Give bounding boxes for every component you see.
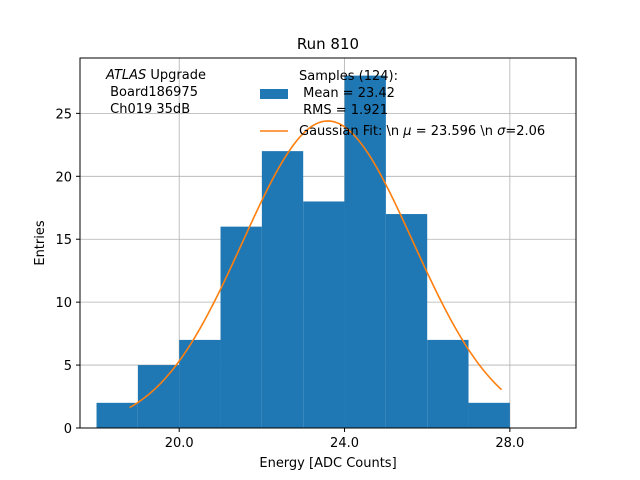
y-tick-label: 25 bbox=[55, 107, 72, 122]
legend-fit-prefix: Gaussian Fit: \n bbox=[299, 124, 403, 139]
y-tick-label: 10 bbox=[55, 296, 72, 311]
annotation-atlas: ATLAS bbox=[105, 68, 146, 83]
histogram-bar bbox=[344, 75, 386, 428]
legend-fit-suffix: =2.06 bbox=[505, 124, 545, 139]
legend: Samples (124): Mean = 23.42 RMS = 1.921 … bbox=[260, 69, 545, 139]
legend-fit-label: Gaussian Fit: \n μ = 23.596 \n σ=2.06 bbox=[299, 124, 545, 139]
legend-fit-sigma: σ bbox=[497, 124, 506, 139]
chart-title: Run 810 bbox=[297, 35, 359, 53]
legend-fit-mid: = 23.596 \n bbox=[412, 124, 498, 139]
histogram-bar bbox=[137, 365, 180, 428]
histogram-bars bbox=[96, 75, 510, 428]
histogram-bar bbox=[179, 339, 221, 428]
y-tick-label: 20 bbox=[55, 170, 72, 185]
legend-hist-swatch bbox=[260, 89, 288, 99]
y-axis-ticks: 0 5 10 15 20 25 bbox=[55, 107, 80, 437]
histogram-bar bbox=[220, 226, 262, 428]
y-tick-label: 5 bbox=[64, 359, 72, 374]
histogram-bar bbox=[468, 402, 510, 428]
histogram-bar bbox=[427, 339, 469, 428]
legend-hist-line-3: RMS = 1.921 bbox=[299, 103, 388, 118]
atlas-annotation: ATLAS Upgrade Board186975 Ch019 35dB bbox=[105, 68, 206, 117]
x-axis-ticks: 20.0 24.0 28.0 bbox=[165, 428, 524, 451]
y-axis-label: Entries bbox=[33, 220, 48, 266]
annotation-line-1: ATLAS Upgrade bbox=[105, 68, 206, 83]
x-axis-label: Energy [ADC Counts] bbox=[259, 456, 396, 471]
y-tick-label: 0 bbox=[64, 422, 72, 437]
annotation-board: Board186975 bbox=[106, 85, 198, 100]
annotation-upgrade: Upgrade bbox=[146, 68, 206, 83]
histogram-bar bbox=[261, 151, 304, 428]
gaussian-fit-line bbox=[129, 120, 503, 409]
x-tick-label: 20.0 bbox=[165, 436, 194, 451]
legend-hist-line-2: Mean = 23.42 bbox=[299, 86, 395, 101]
histogram-bar bbox=[303, 201, 345, 428]
x-tick-label: 28.0 bbox=[495, 436, 524, 451]
plot-frame bbox=[79, 57, 577, 429]
legend-fit-mu: μ bbox=[402, 124, 411, 139]
legend-hist-line-1: Samples (124): bbox=[299, 69, 398, 84]
y-tick-label: 15 bbox=[55, 233, 72, 248]
annotation-channel: Ch019 35dB bbox=[106, 102, 190, 117]
x-tick-label: 24.0 bbox=[330, 436, 359, 451]
histogram-bar bbox=[385, 214, 428, 428]
